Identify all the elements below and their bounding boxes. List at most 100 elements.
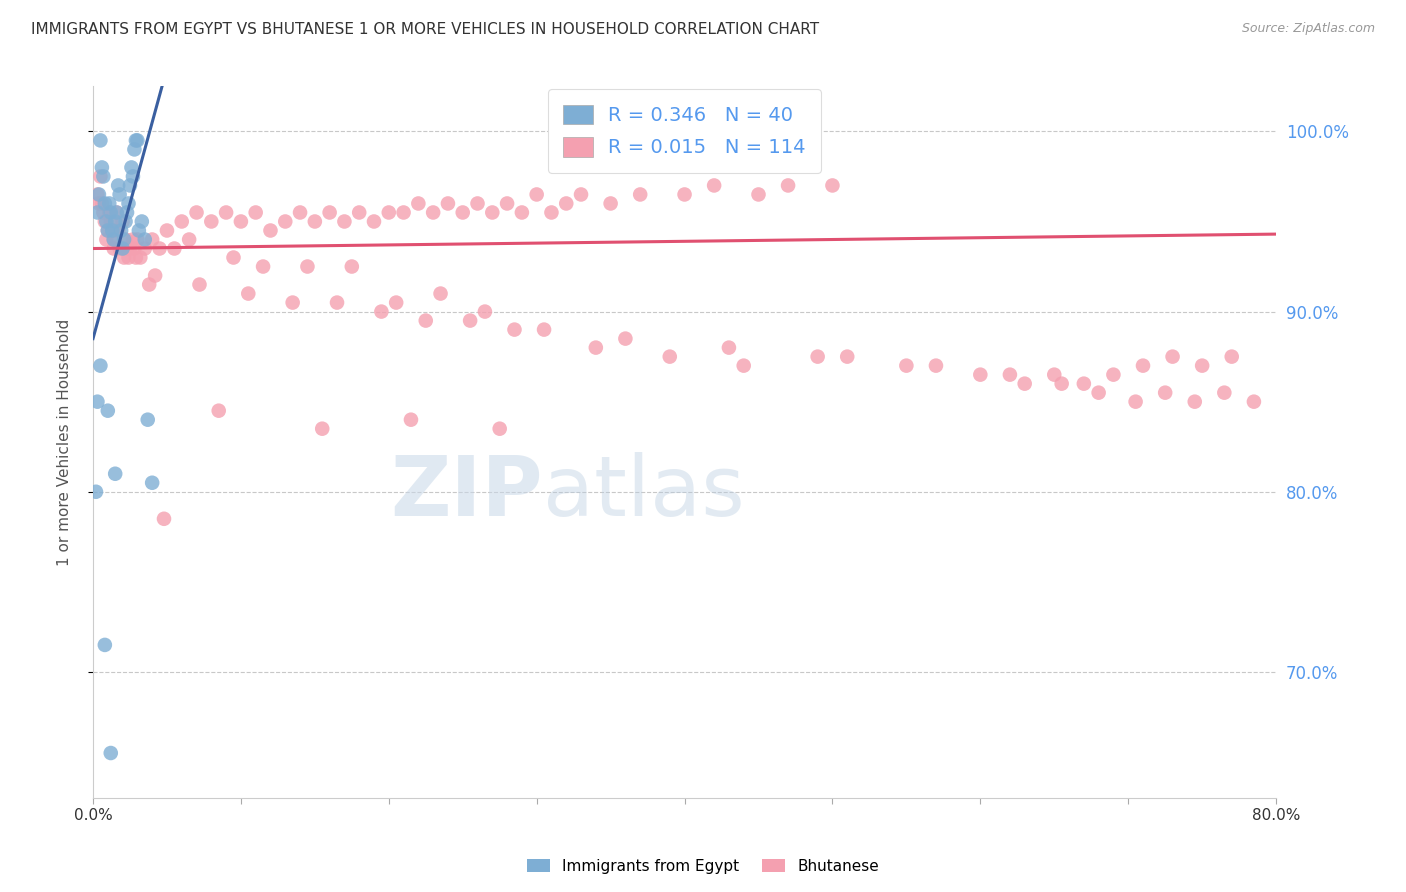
Point	[87, 196, 110, 211]
Point	[103, 233, 125, 247]
Point	[141, 233, 163, 247]
Point	[274, 214, 297, 228]
Point	[117, 196, 139, 211]
Point	[540, 205, 562, 219]
Point	[614, 332, 637, 346]
Point	[86, 205, 108, 219]
Point	[124, 242, 146, 256]
Point	[717, 341, 740, 355]
Point	[93, 169, 115, 184]
Point	[599, 196, 621, 211]
Point	[134, 242, 156, 256]
Point	[112, 233, 135, 247]
Point	[110, 223, 132, 237]
Point	[252, 260, 274, 274]
Point	[131, 214, 153, 228]
Point	[1220, 350, 1243, 364]
Point	[998, 368, 1021, 382]
Point	[125, 133, 148, 147]
Point	[179, 233, 201, 247]
Point	[733, 359, 755, 373]
Point	[200, 214, 222, 228]
Point	[1014, 376, 1036, 391]
Point	[96, 233, 118, 247]
Point	[304, 214, 326, 228]
Point	[100, 205, 122, 219]
Point	[658, 350, 681, 364]
Point	[115, 205, 138, 219]
Point	[1073, 376, 1095, 391]
Point	[94, 196, 117, 211]
Point	[125, 251, 148, 265]
Point	[370, 304, 392, 318]
Point	[93, 205, 115, 219]
Point	[555, 196, 578, 211]
Point	[311, 422, 333, 436]
Point	[1213, 385, 1236, 400]
Point	[467, 196, 489, 211]
Point	[114, 214, 136, 228]
Point	[128, 223, 150, 237]
Point	[422, 205, 444, 219]
Point	[347, 205, 370, 219]
Point	[1184, 394, 1206, 409]
Point	[385, 295, 408, 310]
Point	[122, 233, 145, 247]
Point	[98, 205, 121, 219]
Point	[392, 205, 415, 219]
Point	[118, 242, 141, 256]
Point	[526, 187, 548, 202]
Text: ZIP: ZIP	[389, 451, 543, 533]
Point	[488, 422, 510, 436]
Point	[105, 205, 128, 219]
Point	[104, 467, 127, 481]
Y-axis label: 1 or more Vehicles in Household: 1 or more Vehicles in Household	[58, 318, 72, 566]
Point	[129, 251, 152, 265]
Point	[340, 260, 363, 274]
Point	[1154, 385, 1177, 400]
Point	[114, 233, 136, 247]
Point	[533, 323, 555, 337]
Point	[90, 196, 112, 211]
Point	[281, 295, 304, 310]
Point	[87, 187, 110, 202]
Point	[326, 295, 349, 310]
Point	[1050, 376, 1073, 391]
Point	[163, 242, 186, 256]
Text: IMMIGRANTS FROM EGYPT VS BHUTANESE 1 OR MORE VEHICLES IN HOUSEHOLD CORRELATION C: IMMIGRANTS FROM EGYPT VS BHUTANESE 1 OR …	[31, 22, 820, 37]
Point	[222, 251, 245, 265]
Point	[229, 214, 252, 228]
Point	[429, 286, 451, 301]
Point	[104, 214, 127, 228]
Point	[585, 341, 607, 355]
Point	[90, 161, 112, 175]
Point	[108, 242, 131, 256]
Point	[97, 403, 120, 417]
Point	[628, 187, 651, 202]
Point	[186, 205, 208, 219]
Point	[245, 205, 267, 219]
Point	[156, 223, 179, 237]
Point	[408, 196, 430, 211]
Point	[896, 359, 918, 373]
Point	[318, 205, 340, 219]
Point	[1125, 394, 1147, 409]
Point	[673, 187, 696, 202]
Point	[170, 214, 193, 228]
Point	[97, 223, 120, 237]
Point	[96, 214, 118, 228]
Point	[134, 233, 156, 247]
Point	[1102, 368, 1125, 382]
Point	[1243, 394, 1265, 409]
Point	[837, 350, 859, 364]
Point	[100, 746, 122, 760]
Point	[188, 277, 211, 292]
Point	[115, 242, 138, 256]
Point	[778, 178, 800, 193]
Point	[117, 251, 139, 265]
Point	[108, 187, 131, 202]
Point	[496, 196, 519, 211]
Point	[1132, 359, 1154, 373]
Point	[98, 196, 121, 211]
Point	[94, 638, 117, 652]
